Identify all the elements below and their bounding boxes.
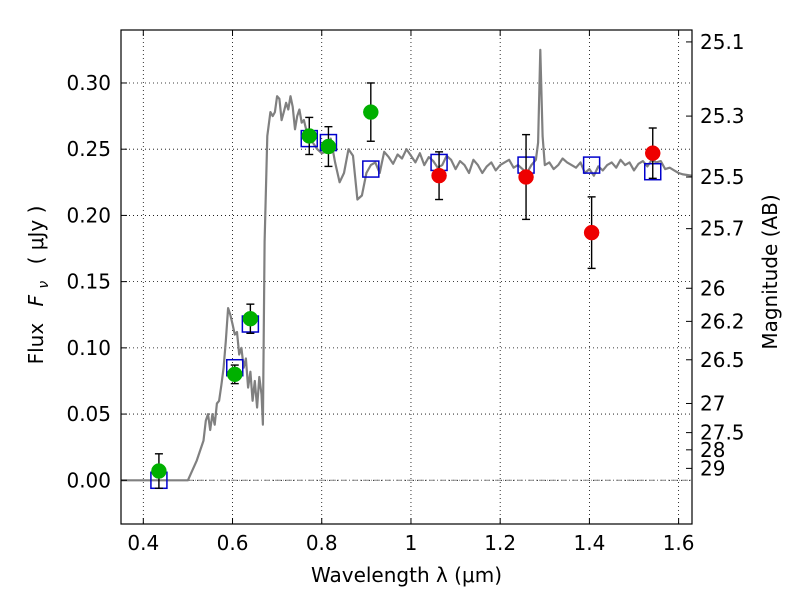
y-tick-label: 0.05 [66, 402, 111, 426]
model-photometry-square [362, 160, 380, 178]
y-axis-label: Flux F ν ( μJy ) [24, 206, 53, 365]
right-tick-label: 27 [700, 391, 725, 415]
x-tick-label: 1 [405, 531, 418, 555]
x-tick-label: 1.4 [573, 531, 605, 555]
y-tick-label: 0.30 [66, 71, 111, 95]
right-tick-label: 26 [700, 276, 725, 300]
y-axis-label-symbol: F [24, 294, 48, 306]
model-spectrum-line [121, 48, 693, 482]
data-point [151, 463, 167, 479]
right-tick-label: 25.1 [700, 30, 745, 54]
right-tick-label: 25.5 [700, 165, 745, 189]
x-tick-label: 1.2 [484, 531, 516, 555]
right-tick-label: 25.3 [700, 104, 745, 128]
grid-layer [121, 30, 692, 524]
right-tick-label: 26.5 [700, 348, 745, 372]
y-tick-label: 0.15 [66, 270, 111, 294]
x-tick-label: 0.8 [306, 531, 338, 555]
y-tick-label: 0.10 [66, 336, 111, 360]
x-tick-label: 0.6 [217, 531, 249, 555]
x-axis-label: Wavelength λ (μm) [311, 563, 502, 587]
y-tick-label: 0.00 [66, 468, 111, 492]
data-point [227, 366, 243, 383]
y-axis-label-unit: ( μJy ) [24, 206, 48, 265]
data-point [431, 167, 447, 184]
marker-layer [150, 82, 662, 490]
data-point [320, 138, 337, 155]
tick-layer: 0.4 0.6 0.8 1 1.2 1.4 1.6 0.00 0.05 0.10 0.15 0.20 0… [66, 30, 744, 555]
x-tick-label: 0.4 [127, 531, 159, 555]
data-point [301, 128, 318, 144]
y-tick-label: 0.20 [66, 203, 111, 227]
y-axis-label-subscript: ν [36, 281, 52, 289]
right-axis-label: Magnitude (AB) [758, 194, 782, 349]
model-photometry-square [582, 156, 601, 174]
right-tick-label: 27.5 [700, 421, 745, 445]
y-tick-label: 0.25 [66, 137, 111, 161]
y-axis-label-text: Flux [24, 323, 48, 365]
data-point [363, 104, 379, 120]
right-tick-label: 25.7 [700, 217, 745, 241]
x-tick-label: 1.6 [663, 531, 695, 555]
data-point [518, 169, 534, 185]
right-tick-label: 28 [700, 438, 725, 462]
data-point [583, 224, 600, 241]
right-tick-label: 29 [700, 456, 725, 480]
plot-frame [120, 29, 693, 525]
spectrum-layer [121, 48, 693, 482]
data-point [644, 145, 661, 161]
right-tick-label: 26.2 [700, 309, 745, 333]
data-point [242, 310, 259, 327]
